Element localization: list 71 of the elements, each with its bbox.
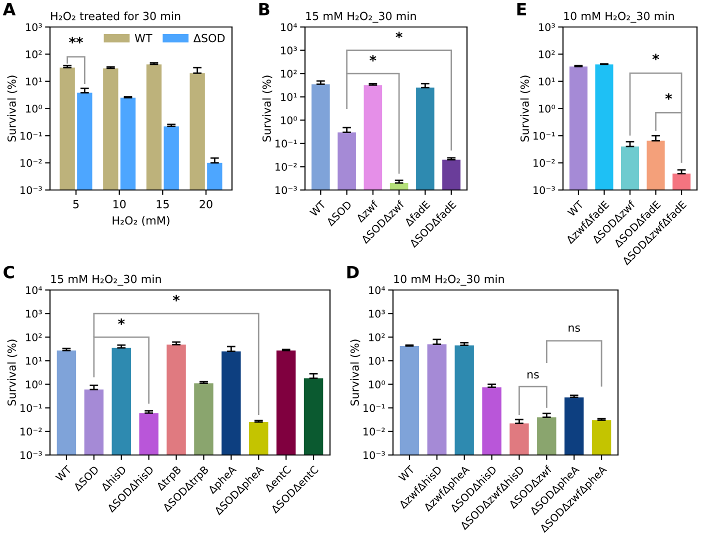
y-tick-label: 10¹ [26, 78, 42, 86]
annotation: ns [568, 325, 580, 332]
y-tick-label: 10⁴ [26, 286, 42, 294]
x-tick-label: 15 [156, 200, 169, 208]
y-tick-label: 10² [26, 50, 42, 58]
y-tick-label: 10² [539, 50, 555, 58]
y-tick-label: 10² [26, 333, 42, 342]
x-tick-label: 20 [200, 200, 212, 208]
chart-title: 10 mM H₂O₂_30 min [394, 274, 504, 286]
y-axis-title: Survival (%) [262, 76, 272, 142]
x-tick-label: WT [309, 200, 326, 217]
y-tick-label: 10⁻² [20, 428, 42, 436]
annotation: * [396, 32, 402, 38]
y-tick-label: 10⁻¹ [20, 404, 42, 412]
y-tick-label: 10⁻¹ [534, 132, 555, 140]
y-tick-label: 10¹ [539, 78, 555, 86]
y-tick-label: 10⁴ [281, 23, 298, 32]
y-tick-label: 10⁻³ [276, 186, 297, 194]
y-tick-label: 10⁰ [369, 380, 385, 388]
annotation: ns [528, 372, 539, 379]
legend-label: ΔSOD [193, 34, 225, 42]
text: C [4, 266, 14, 278]
y-tick-label: 10⁻¹ [276, 140, 297, 148]
y-tick-label: 10⁰ [26, 380, 42, 388]
y-tick-label: 10⁻³ [20, 451, 42, 460]
annotation: * [172, 294, 180, 302]
legend-label: WT [134, 34, 152, 42]
y-tick-label: 10⁻² [276, 162, 297, 171]
x-axis-title: H₂O₂ (mM) [112, 216, 170, 226]
y-tick-label: 10⁴ [369, 286, 386, 294]
y-tick-label: 10³ [26, 310, 42, 318]
y-tick-label: 10⁰ [26, 104, 42, 113]
y-tick-label: 10⁰ [539, 104, 555, 113]
annotation: * [118, 318, 125, 325]
x-tick-label: 10 [113, 200, 126, 208]
y-axis-title: Survival (%) [7, 76, 18, 142]
y-tick-label: 10¹ [369, 356, 385, 365]
y-tick-label: 10⁰ [281, 116, 297, 124]
y-tick-label: 10⁻² [20, 159, 42, 167]
y-tick-label: 10³ [369, 310, 385, 318]
y-tick-label: 10⁻³ [364, 451, 385, 460]
text: B [259, 3, 270, 16]
y-axis-title: Survival (%) [7, 340, 18, 406]
y-tick-label: 10⁻¹ [20, 132, 42, 140]
chart-title: 15 mM H₂O₂_30 min [306, 12, 416, 23]
x-tick-label: WT [55, 464, 72, 482]
y-tick-label: 10¹ [281, 93, 297, 101]
text: A [2, 3, 16, 16]
annotation: * [665, 93, 672, 100]
chart-title: 15 mM H₂O₂_30 min [51, 274, 161, 286]
y-tick-label: 10⁻³ [534, 186, 555, 194]
annotation: ** [69, 36, 83, 44]
y-tick-label: 10⁻³ [20, 186, 42, 194]
y-tick-label: 10² [281, 70, 297, 78]
x-tick-label: 5 [73, 200, 79, 208]
y-axis-title: Survival (%) [350, 340, 360, 406]
y-tick-label: 10³ [281, 46, 297, 54]
text: D [347, 266, 359, 278]
y-tick-label: 10⁻² [534, 159, 555, 167]
y-tick-label: 10⁻² [364, 428, 385, 436]
y-tick-label: 10¹ [26, 356, 42, 365]
y-tick-label: 10² [369, 333, 385, 342]
annotation: * [652, 54, 660, 60]
y-axis-title: Survival (%) [520, 76, 530, 142]
chart-title: H₂O₂ treated for 30 min [51, 12, 180, 20]
y-tick-label: 10³ [26, 23, 42, 32]
y-tick-label: 10⁻¹ [364, 404, 385, 412]
chart-title: 10 mM H₂O₂_30 min [564, 12, 674, 23]
annotation: * [370, 55, 376, 62]
y-tick-label: 10³ [539, 23, 555, 32]
text: E [517, 3, 526, 16]
